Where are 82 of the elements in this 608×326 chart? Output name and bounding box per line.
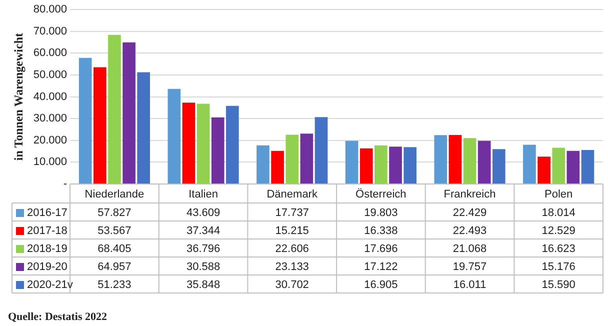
legend-label: 2020-21v bbox=[27, 279, 74, 292]
y-tick-label: 70.000 bbox=[33, 25, 68, 38]
bar bbox=[345, 140, 358, 184]
data-label: 57.827 bbox=[98, 207, 132, 220]
y-tick-label: 30.000 bbox=[33, 112, 68, 125]
x-tick-label: Polen bbox=[544, 188, 573, 201]
y-tick-label: 20.000 bbox=[33, 134, 68, 146]
data-label: 17.122 bbox=[364, 261, 398, 274]
bar bbox=[78, 58, 92, 184]
y-tick-label: 40.000 bbox=[33, 90, 68, 103]
source-note: Quelle: Destatis 2022 bbox=[8, 310, 108, 323]
bar bbox=[581, 150, 594, 184]
legend-label: 2019-20 bbox=[27, 261, 68, 274]
data-label: 22.493 bbox=[452, 225, 487, 238]
data-label: 12.529 bbox=[542, 225, 576, 238]
bar bbox=[552, 148, 565, 184]
bar bbox=[463, 138, 476, 184]
data-label: 17.737 bbox=[275, 207, 309, 220]
data-label: 68.405 bbox=[98, 243, 132, 256]
bar bbox=[137, 72, 150, 184]
data-label: 35.848 bbox=[186, 279, 220, 292]
y-tick-label: 60.000 bbox=[33, 47, 68, 60]
data-label: 43.609 bbox=[186, 207, 220, 220]
data-label: 16.011 bbox=[453, 279, 486, 292]
data-label: 51.233 bbox=[98, 279, 132, 292]
y-axis-title: in Tonnen Warengewicht bbox=[11, 33, 26, 161]
bar bbox=[360, 148, 373, 184]
data-label: 18.014 bbox=[542, 207, 576, 220]
bar bbox=[404, 147, 416, 184]
bar bbox=[122, 42, 136, 184]
bar bbox=[211, 117, 224, 184]
x-tick-label: Österreich bbox=[356, 188, 406, 201]
x-tick-label: Dänemark bbox=[266, 188, 318, 201]
data-label: 15.176 bbox=[542, 261, 576, 274]
data-label: 17.696 bbox=[364, 243, 398, 256]
data-label: 16.338 bbox=[364, 225, 398, 238]
data-label: 16.623 bbox=[542, 243, 576, 256]
bar bbox=[226, 106, 239, 184]
bar bbox=[374, 145, 388, 184]
data-label: 30.702 bbox=[275, 279, 309, 292]
bar bbox=[434, 135, 448, 184]
data-label: 15.215 bbox=[275, 225, 309, 238]
data-label: 36.796 bbox=[186, 243, 220, 256]
data-label: 22.606 bbox=[275, 243, 309, 256]
data-label: 64.957 bbox=[98, 261, 132, 274]
data-label: 30.588 bbox=[186, 261, 220, 274]
y-tick-label: 80.000 bbox=[33, 4, 68, 16]
bar bbox=[256, 145, 270, 184]
bar bbox=[286, 134, 299, 184]
data-label: 21.068 bbox=[452, 243, 487, 256]
bar bbox=[168, 88, 181, 184]
bar bbox=[492, 149, 506, 184]
y-tick-label: 10.000 bbox=[33, 156, 68, 168]
bar bbox=[389, 146, 402, 184]
y-tick-label: - bbox=[63, 178, 68, 190]
bar bbox=[566, 150, 580, 184]
legend-label: 2016-17 bbox=[27, 207, 68, 220]
legend-label: 2017-18 bbox=[27, 225, 68, 238]
bar bbox=[196, 104, 210, 184]
x-tick-label: Niederlande bbox=[84, 188, 144, 201]
bar bbox=[478, 140, 491, 184]
bar bbox=[523, 144, 536, 184]
data-label: 16.905 bbox=[364, 279, 398, 292]
bar bbox=[538, 156, 550, 184]
x-tick-label: Frankreich bbox=[444, 188, 496, 201]
bar bbox=[93, 67, 106, 184]
bar bbox=[448, 134, 462, 184]
x-tick-label: Italien bbox=[188, 188, 218, 201]
data-label: 37.344 bbox=[186, 225, 220, 238]
data-label: 19.803 bbox=[364, 207, 398, 220]
bar bbox=[182, 102, 196, 184]
bar bbox=[108, 34, 121, 184]
y-tick-label: 50.000 bbox=[33, 69, 68, 82]
data-label: 15.590 bbox=[542, 279, 576, 292]
bar bbox=[271, 150, 284, 184]
bar bbox=[314, 117, 328, 184]
legend-label: 2018-19 bbox=[27, 243, 68, 256]
data-label: 23.133 bbox=[275, 261, 309, 274]
bar bbox=[300, 134, 314, 184]
data-label: 53.567 bbox=[98, 225, 132, 238]
data-label: 19.757 bbox=[452, 261, 487, 274]
data-label: 22.429 bbox=[452, 207, 487, 220]
